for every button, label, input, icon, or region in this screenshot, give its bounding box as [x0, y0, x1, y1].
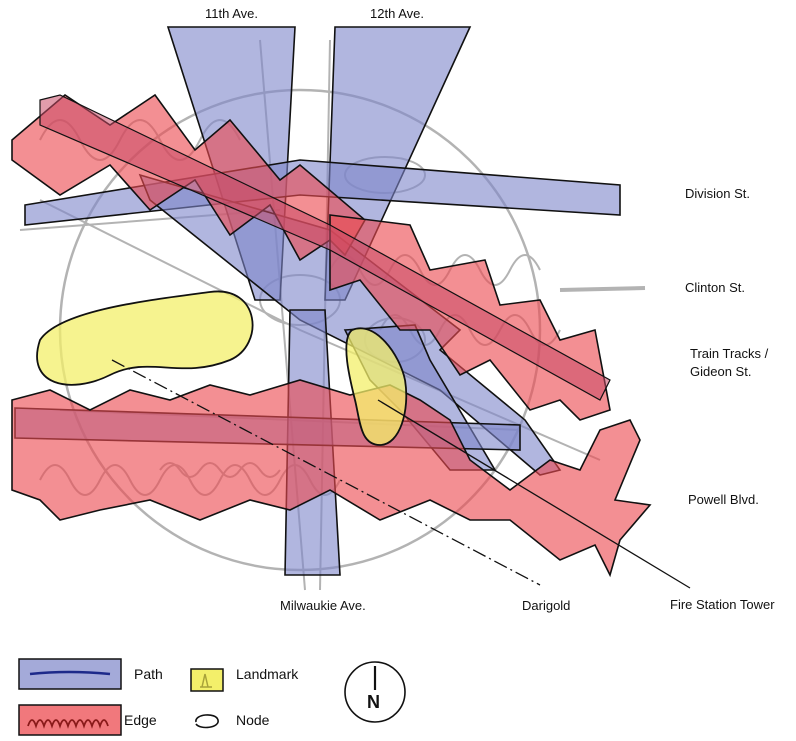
- north-arrow-icon: [344, 661, 406, 723]
- edge-powell: [11, 379, 652, 578]
- label-12th-ave: 12th Ave.: [370, 6, 424, 21]
- legend-node-label: Node: [236, 712, 270, 728]
- legend-landmark-swatch: [190, 668, 224, 692]
- legend-path-label: Path: [134, 666, 163, 682]
- label-darigold: Darigold: [522, 598, 571, 613]
- legend-node-icon: [195, 714, 219, 729]
- legend-edge-swatch: [18, 704, 122, 736]
- landmark-fire-station: [345, 327, 408, 446]
- label-fire-station-tower: Fire Station Tower: [670, 597, 775, 612]
- label-11th-ave: 11th Ave.: [205, 6, 259, 21]
- landmarks: [36, 290, 408, 446]
- label-milwaukie-ave: Milwaukie Ave.: [280, 598, 366, 613]
- legend-path-swatch: [18, 658, 122, 690]
- label-powell-blvd: Powell Blvd.: [688, 492, 759, 507]
- legend-edge-label: Edge: [124, 712, 157, 728]
- landmark-darigold: [36, 290, 254, 386]
- edge-train-corridor: [39, 94, 611, 401]
- label-division-st: Division St.: [685, 186, 751, 201]
- legend-landmark-label: Landmark: [236, 666, 299, 682]
- label-gideon-st: Gideon St.: [690, 364, 752, 379]
- label-clinton-st: Clinton St.: [685, 280, 745, 295]
- label-train-tracks: Train Tracks /: [690, 346, 769, 361]
- leader-lines: [111, 359, 691, 589]
- compass-letter: N: [367, 692, 380, 712]
